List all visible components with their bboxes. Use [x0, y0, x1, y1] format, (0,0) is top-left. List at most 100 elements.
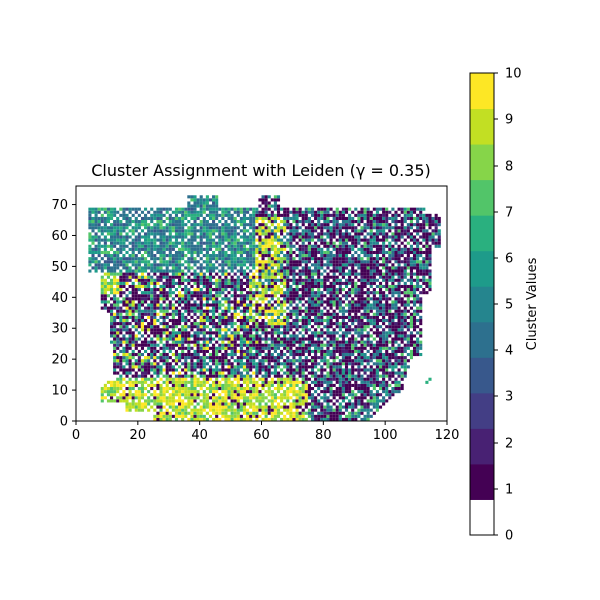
heatmap-cell — [369, 343, 373, 347]
heatmap-cell — [292, 380, 296, 384]
heatmap-cell — [106, 306, 111, 310]
heatmap-cell — [147, 272, 151, 276]
heatmap-cell — [280, 294, 284, 298]
heatmap-cell — [329, 257, 333, 261]
heatmap-cell — [329, 349, 333, 353]
heatmap-cell — [428, 269, 432, 273]
heatmap-cell — [252, 325, 256, 329]
heatmap-cell — [391, 257, 395, 261]
heatmap-cell — [150, 352, 154, 357]
heatmap-cell — [171, 405, 175, 409]
heatmap-cell — [147, 356, 151, 360]
heatmap-cell — [375, 284, 379, 289]
heatmap-cell — [320, 238, 324, 242]
heatmap-cell — [332, 288, 336, 292]
heatmap-cell — [382, 368, 386, 372]
heatmap-cell — [258, 235, 262, 239]
heatmap-cell — [255, 343, 259, 347]
heatmap-cell — [122, 297, 126, 301]
heatmap-cell — [388, 284, 392, 289]
heatmap-cell — [341, 315, 345, 319]
heatmap-cell — [314, 417, 318, 421]
heatmap-cell — [314, 263, 318, 267]
heatmap-cell — [165, 309, 169, 313]
heatmap-cell — [178, 408, 182, 412]
heatmap-cell — [236, 300, 240, 304]
heatmap-cell — [184, 334, 188, 338]
heatmap-cell — [301, 297, 305, 301]
heatmap-cell — [227, 362, 231, 366]
heatmap-cell — [286, 371, 290, 375]
heatmap-cell — [199, 318, 203, 323]
heatmap-cell — [242, 312, 247, 316]
heatmap-cell — [391, 315, 395, 319]
heatmap-cell — [208, 322, 213, 326]
heatmap-cell — [113, 278, 117, 282]
heatmap-cell — [406, 254, 410, 258]
heatmap-cell — [165, 315, 169, 319]
heatmap-cell — [332, 393, 336, 397]
heatmap-cell — [193, 238, 197, 242]
heatmap-cell — [171, 309, 175, 313]
heatmap-cell — [140, 241, 145, 245]
heatmap-cell — [174, 377, 179, 381]
heatmap-cell — [348, 257, 352, 261]
heatmap-cell — [113, 250, 117, 255]
heatmap-cell — [382, 297, 386, 301]
heatmap-cell — [140, 371, 145, 375]
heatmap-cell — [267, 393, 271, 397]
heatmap-cell — [153, 232, 157, 236]
heatmap-cell — [344, 235, 349, 239]
heatmap-cell — [150, 322, 154, 326]
heatmap-cell — [255, 352, 259, 357]
heatmap-cell — [332, 284, 336, 289]
heatmap-cell — [341, 244, 345, 248]
heatmap-cell — [298, 340, 302, 344]
heatmap-cell — [317, 297, 321, 301]
heatmap-cell — [252, 297, 256, 301]
heatmap-cell — [239, 294, 243, 298]
heatmap-cell — [215, 272, 219, 276]
heatmap-cell — [140, 390, 145, 394]
heatmap-cell — [363, 275, 367, 279]
heatmap-cell — [314, 340, 318, 344]
heatmap-cell — [301, 346, 305, 350]
heatmap-cell — [116, 386, 120, 391]
heatmap-cell — [242, 365, 247, 369]
heatmap-cell — [286, 281, 290, 285]
heatmap-cell — [113, 260, 117, 264]
heatmap-cell — [276, 402, 281, 406]
heatmap-cell — [295, 337, 299, 341]
heatmap-cell — [375, 368, 379, 372]
heatmap-cell — [338, 269, 342, 273]
heatmap-cell — [360, 383, 364, 387]
heatmap-cell — [255, 399, 259, 403]
heatmap-cell — [329, 288, 333, 292]
heatmap-cell — [416, 297, 420, 301]
heatmap-cell — [233, 377, 237, 381]
heatmap-cell — [394, 325, 398, 329]
heatmap-cell — [273, 306, 277, 310]
heatmap-cell — [307, 281, 311, 285]
heatmap-cell — [103, 306, 107, 310]
heatmap-cell — [344, 331, 349, 335]
heatmap-cell — [128, 405, 132, 409]
heatmap-cell — [116, 331, 120, 335]
heatmap-cell — [363, 315, 367, 319]
heatmap-cell — [110, 241, 114, 245]
heatmap-cell — [199, 322, 203, 326]
heatmap-cell — [162, 263, 166, 267]
heatmap-cell — [236, 257, 240, 261]
heatmap-cell — [341, 281, 345, 285]
heatmap-cell — [246, 359, 250, 363]
heatmap-cell — [341, 371, 345, 375]
heatmap-cell — [150, 297, 154, 301]
heatmap-cell — [400, 266, 404, 270]
heatmap-cell — [122, 349, 126, 353]
heatmap-cell — [174, 356, 179, 360]
heatmap-cell — [283, 315, 287, 319]
heatmap-cell — [178, 334, 182, 338]
heatmap-cell — [242, 399, 247, 403]
heatmap-cell — [113, 238, 117, 242]
heatmap-cell — [249, 291, 253, 295]
